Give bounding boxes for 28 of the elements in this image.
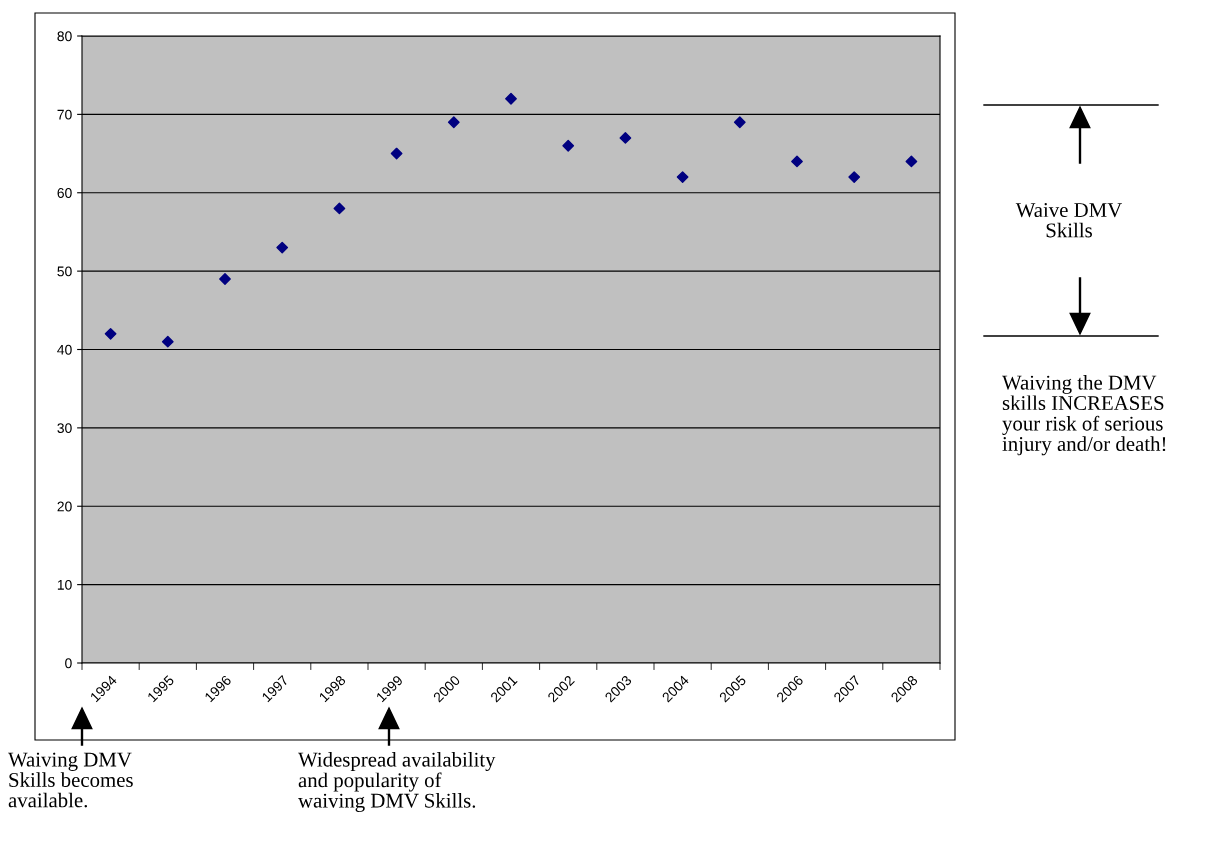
point	[161, 335, 174, 348]
text: Waive DMV Skills	[1015, 203, 1123, 238]
point	[848, 171, 861, 183]
point	[390, 147, 403, 160]
y-tick-label: 80	[57, 31, 72, 42]
text: Widespread availability and popularity of waiving DMV Skills.	[298, 752, 496, 812]
y-tick-label: 30	[57, 423, 72, 434]
point	[447, 116, 460, 129]
point	[733, 116, 746, 129]
point	[791, 155, 803, 168]
text: Waiving DMV Skills becomes available.	[8, 752, 133, 808]
point	[619, 131, 632, 144]
point	[562, 139, 575, 152]
y-tick-label: 60	[57, 188, 72, 198]
y-tick-label: 20	[57, 501, 72, 512]
y-tick-label: 70	[57, 109, 72, 120]
y-tick-label: 10	[57, 579, 72, 590]
point	[676, 171, 689, 183]
point	[219, 273, 231, 285]
point	[333, 202, 346, 215]
point	[276, 241, 289, 254]
text: Waiving the DMV skills INCREASES your risk of serious injury and/or death!	[1002, 375, 1166, 456]
y-tick-label: 50	[57, 266, 72, 277]
point	[905, 155, 918, 168]
point	[104, 327, 117, 340]
point	[505, 92, 517, 105]
y-tick-label: 40	[57, 344, 72, 355]
y-tick-label: 0	[65, 658, 72, 669]
